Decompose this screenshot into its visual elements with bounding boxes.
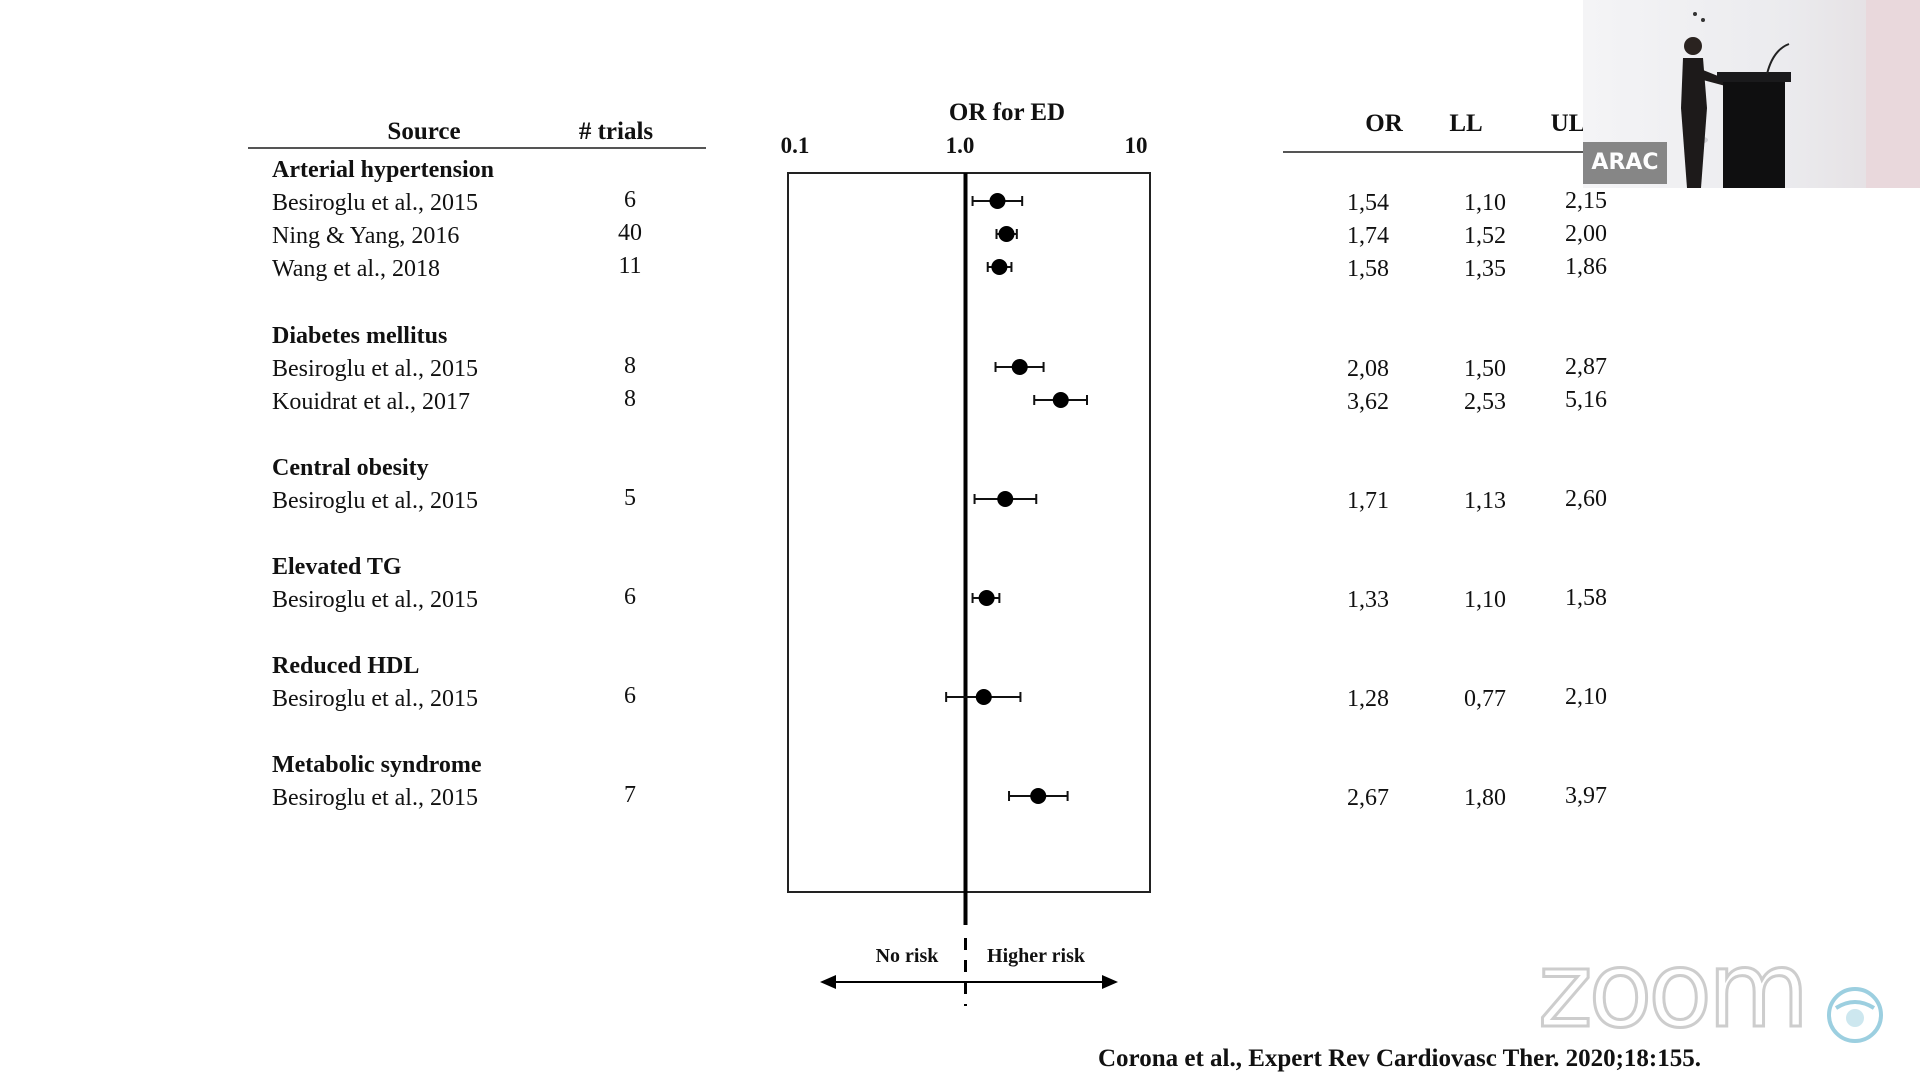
study-ll: 0,77 bbox=[1464, 686, 1506, 712]
study-or: 1,54 bbox=[1347, 190, 1389, 216]
x-tick-label: 0.1 bbox=[781, 133, 810, 158]
study-or: 1,33 bbox=[1347, 587, 1389, 613]
no-risk-label: No risk bbox=[876, 945, 940, 967]
study-trials: 6 bbox=[624, 187, 636, 213]
or-point bbox=[997, 491, 1014, 507]
study-source: Besiroglu et al., 2015 bbox=[272, 190, 478, 216]
study-source: Besiroglu et al., 2015 bbox=[272, 785, 478, 811]
citation: Corona et al., Expert Rev Cardiovasc The… bbox=[1098, 1045, 1701, 1072]
study-ul: 2,15 bbox=[1565, 188, 1607, 214]
study-ll: 1,52 bbox=[1464, 223, 1506, 249]
group-label: Arterial hypertension bbox=[272, 157, 494, 183]
study-trials: 6 bbox=[624, 584, 636, 610]
group-label: Elevated TG bbox=[272, 554, 402, 580]
study-trials: 8 bbox=[624, 353, 636, 379]
ul-column-header: UL bbox=[1551, 110, 1586, 137]
or-point bbox=[975, 689, 992, 705]
or-column-header: OR bbox=[1365, 110, 1403, 137]
group-label: Reduced HDL bbox=[272, 653, 419, 679]
watermark-seal-icon bbox=[1827, 987, 1883, 1043]
study-ll: 1,10 bbox=[1464, 587, 1506, 613]
study-trials: 8 bbox=[624, 386, 636, 412]
study-ll: 1,35 bbox=[1464, 256, 1506, 282]
study-source: Ning & Yang, 2016 bbox=[272, 223, 459, 249]
presenter-video-thumbnail[interactable]: ARAC bbox=[1583, 0, 1920, 188]
zoom-logo: zoom bbox=[1536, 929, 1810, 1051]
rows-layer: Arterial hypertension Besiroglu et al., 2… bbox=[272, 157, 1607, 811]
left-arrowhead-icon bbox=[820, 975, 836, 989]
study-trials: 5 bbox=[624, 485, 636, 511]
study-trials: 11 bbox=[618, 253, 641, 279]
study-ul: 2,60 bbox=[1565, 486, 1607, 512]
or-point bbox=[1030, 788, 1047, 804]
presenter-silhouette-icon bbox=[1681, 0, 1920, 188]
marks-layer bbox=[945, 193, 1089, 804]
or-point bbox=[1052, 392, 1069, 408]
study-ul: 5,16 bbox=[1565, 387, 1607, 413]
ll-column-header: LL bbox=[1449, 110, 1482, 137]
study-source: Besiroglu et al., 2015 bbox=[272, 587, 478, 613]
study-source: Kouidrat et al., 2017 bbox=[272, 389, 470, 415]
study-ul: 2,10 bbox=[1565, 684, 1607, 710]
study-trials: 40 bbox=[618, 220, 642, 246]
right-arrowhead-icon bbox=[1102, 975, 1118, 989]
header-layer: Source # trials OR for ED OR LL UL bbox=[248, 99, 1590, 153]
study-ul: 1,86 bbox=[1565, 254, 1607, 280]
group-label: Central obesity bbox=[272, 455, 429, 481]
study-or: 1,74 bbox=[1347, 223, 1389, 249]
study-ul: 3,97 bbox=[1565, 783, 1607, 809]
study-or: 2,08 bbox=[1347, 356, 1389, 382]
plot-title: OR for ED bbox=[949, 99, 1065, 126]
axis-layer: 0.1 1.0 10 bbox=[781, 133, 1151, 925]
footer-layer: No risk Higher risk Corona et al., Expert … bbox=[820, 938, 1701, 1072]
study-ll: 1,10 bbox=[1464, 190, 1506, 216]
or-point bbox=[989, 193, 1006, 209]
study-or: 2,67 bbox=[1347, 785, 1389, 811]
or-point bbox=[991, 259, 1008, 275]
study-ul: 2,87 bbox=[1565, 354, 1607, 380]
study-or: 1,71 bbox=[1347, 488, 1389, 514]
plot-frame bbox=[787, 172, 1151, 893]
trials-column-header: # trials bbox=[579, 118, 654, 145]
study-source: Besiroglu et al., 2015 bbox=[272, 488, 478, 514]
group-label: Metabolic syndrome bbox=[272, 752, 482, 778]
study-ll: 2,53 bbox=[1464, 389, 1506, 415]
study-or: 1,58 bbox=[1347, 256, 1389, 282]
or-point bbox=[998, 226, 1015, 242]
x-tick-label: 10 bbox=[1125, 133, 1148, 158]
or-point bbox=[978, 590, 995, 606]
study-or: 3,62 bbox=[1347, 389, 1389, 415]
study-source: Besiroglu et al., 2015 bbox=[272, 356, 478, 382]
study-ul: 1,58 bbox=[1565, 585, 1607, 611]
study-ul: 2,00 bbox=[1565, 221, 1607, 247]
x-tick-label: 1.0 bbox=[946, 133, 975, 158]
study-ll: 1,13 bbox=[1464, 488, 1506, 514]
study-ll: 1,80 bbox=[1464, 785, 1506, 811]
study-source: Wang et al., 2018 bbox=[272, 256, 440, 282]
study-trials: 7 bbox=[624, 782, 636, 808]
study-or: 1,28 bbox=[1347, 686, 1389, 712]
study-trials: 6 bbox=[624, 683, 636, 709]
higher-risk-label: Higher risk bbox=[987, 945, 1086, 967]
arac-badge: ARAC bbox=[1583, 142, 1667, 184]
study-source: Besiroglu et al., 2015 bbox=[272, 686, 478, 712]
group-label: Diabetes mellitus bbox=[272, 323, 447, 349]
study-ll: 1,50 bbox=[1464, 356, 1506, 382]
source-column-header: Source bbox=[387, 118, 460, 145]
or-point bbox=[1011, 359, 1028, 375]
